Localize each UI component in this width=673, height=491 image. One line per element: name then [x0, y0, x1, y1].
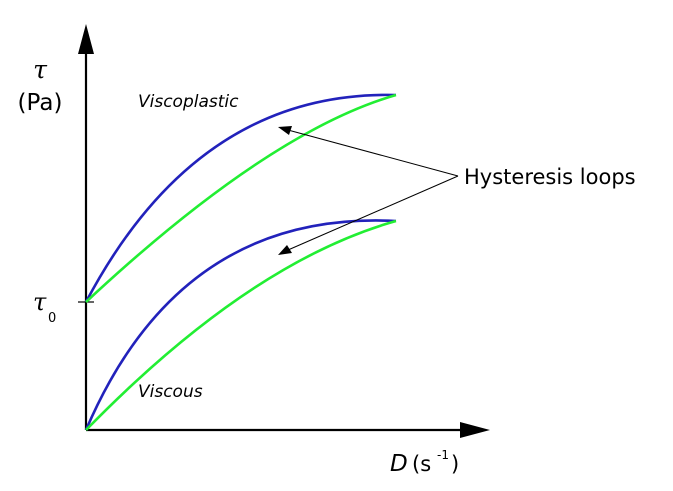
annotation-arrow-upper-line	[287, 129, 459, 177]
y-axis-symbol: τ	[33, 55, 48, 84]
x-axis-unit-open: (s	[412, 452, 431, 476]
viscous-loop	[84, 219, 397, 431]
viscoplastic-label: Viscoplastic	[138, 92, 239, 112]
x-axis-unit-exponent: -1	[437, 448, 449, 462]
x-axis-symbol: D	[390, 451, 408, 477]
y-axis-arrowhead	[78, 24, 94, 54]
viscous-down-curve	[85, 219, 397, 431]
viscous-up-curve	[84, 219, 397, 431]
viscoplastic-loop	[84, 93, 397, 303]
tau0-subscript: 0	[48, 311, 56, 326]
annotation-arrow-lower-line	[287, 175, 459, 251]
hysteresis-loops-label: Hysteresis loops	[464, 165, 636, 189]
annotation-arrow-lower-head	[278, 245, 292, 255]
y-axis-unit: (Pa)	[18, 90, 63, 116]
annotation-arrow-upper-head	[278, 126, 292, 135]
viscoplastic-down-curve	[85, 93, 397, 303]
annotation-arrows	[278, 126, 459, 255]
viscoplastic-up-curve	[84, 93, 397, 303]
x-axis-unit-close: )	[451, 452, 459, 476]
viscous-label: Viscous	[138, 382, 203, 402]
tau0-label: τ	[33, 288, 47, 316]
x-axis-arrowhead	[460, 422, 490, 438]
axes	[78, 24, 490, 438]
